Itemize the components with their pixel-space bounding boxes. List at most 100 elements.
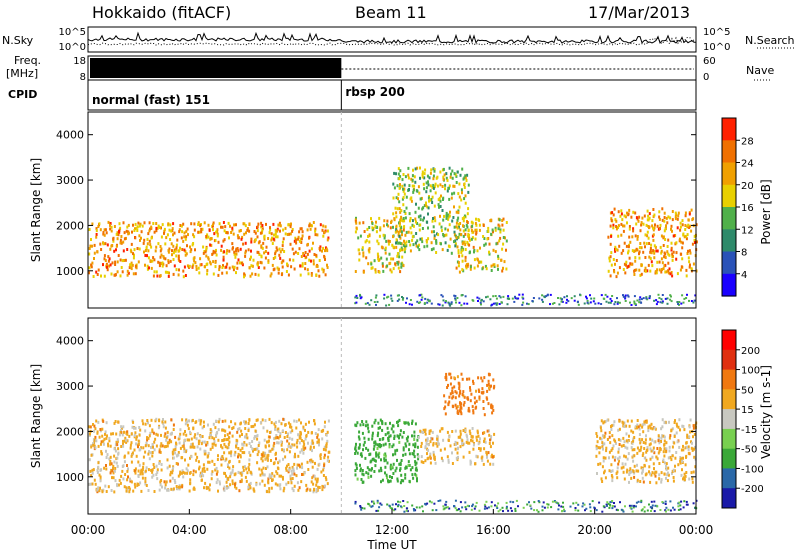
power-cell bbox=[382, 269, 385, 273]
power-cell bbox=[629, 262, 632, 266]
velocity-cell bbox=[447, 439, 450, 442]
power-cell bbox=[644, 266, 647, 270]
power-cell bbox=[543, 295, 546, 298]
velocity-cell bbox=[194, 433, 197, 437]
velocity-cell bbox=[97, 420, 100, 424]
velocity-cell bbox=[458, 382, 461, 386]
power-cell bbox=[505, 267, 508, 271]
velocity-cell bbox=[651, 504, 654, 507]
velocity-cell bbox=[242, 468, 245, 472]
velocity-cell bbox=[187, 427, 190, 431]
power-cell bbox=[456, 226, 459, 230]
velocity-cell bbox=[238, 489, 241, 493]
power-cell bbox=[465, 266, 468, 270]
power-cell bbox=[686, 225, 689, 229]
velocity-cell bbox=[457, 455, 459, 459]
power-cell bbox=[694, 294, 697, 297]
power-cell bbox=[639, 273, 642, 277]
power-cell bbox=[260, 225, 263, 229]
power-cell bbox=[88, 271, 90, 275]
power-cell bbox=[681, 246, 684, 250]
velocity-cell bbox=[448, 395, 451, 399]
velocity-cell bbox=[677, 505, 680, 508]
velocity-cell bbox=[287, 470, 290, 474]
velocity-cell bbox=[663, 461, 666, 465]
power-cell bbox=[653, 299, 656, 302]
power-cell bbox=[398, 234, 401, 238]
power-cell bbox=[278, 247, 281, 251]
power-cell bbox=[399, 242, 402, 245]
velocity-cell bbox=[412, 452, 415, 456]
velocity-cell bbox=[203, 469, 206, 473]
velocity-cell bbox=[486, 383, 489, 387]
power-cell bbox=[431, 195, 434, 199]
power-cell bbox=[194, 248, 196, 252]
velocity-cell bbox=[123, 455, 126, 459]
power-cell bbox=[172, 222, 175, 226]
velocity-cell bbox=[228, 425, 231, 429]
power-cell bbox=[451, 219, 454, 223]
velocity-cell bbox=[152, 473, 155, 477]
power-cell bbox=[653, 244, 656, 248]
velocity-cell bbox=[623, 477, 626, 481]
velocity-cell bbox=[636, 478, 639, 482]
velocity-cell bbox=[254, 429, 257, 433]
power-cell bbox=[215, 230, 218, 234]
velocity-cell bbox=[277, 436, 280, 440]
velocity-cell bbox=[444, 503, 447, 506]
velocity-cell bbox=[461, 439, 464, 443]
velocity-cell bbox=[454, 507, 457, 510]
velocity-cell bbox=[247, 485, 250, 489]
power-cell bbox=[355, 226, 358, 230]
power-cell bbox=[453, 205, 455, 209]
velocity-cell bbox=[146, 438, 149, 442]
velocity-cell bbox=[274, 452, 277, 456]
power-cell bbox=[172, 258, 175, 261]
power-cell bbox=[664, 297, 667, 300]
power-cell bbox=[417, 245, 419, 249]
power-cell bbox=[459, 228, 462, 232]
velocity-cell bbox=[264, 445, 267, 449]
power-cell bbox=[261, 229, 264, 233]
power-cell bbox=[538, 297, 541, 300]
velocity-cell bbox=[601, 465, 604, 469]
power-cell bbox=[658, 260, 661, 264]
power-cell bbox=[301, 264, 304, 268]
velocity-cell bbox=[210, 477, 213, 481]
velocity-cell bbox=[640, 501, 643, 504]
velocity-cell bbox=[620, 508, 623, 511]
velocity-cell bbox=[378, 443, 381, 446]
velocity-cell bbox=[490, 404, 493, 408]
velocity-cell bbox=[141, 467, 144, 471]
velocity-cell bbox=[431, 509, 434, 512]
velocity-cell bbox=[497, 502, 500, 505]
power-cell bbox=[456, 245, 459, 249]
velocity-cell bbox=[417, 435, 420, 439]
power-cell bbox=[465, 179, 468, 182]
power-cell bbox=[638, 250, 641, 254]
power-cell bbox=[398, 298, 401, 301]
power-cell bbox=[680, 265, 683, 269]
velocity-cell bbox=[258, 441, 261, 445]
power-cell bbox=[399, 169, 402, 173]
velocity-cell bbox=[100, 442, 102, 446]
velocity-cell bbox=[229, 451, 232, 455]
power-cell bbox=[260, 255, 263, 259]
power-cell bbox=[430, 302, 433, 305]
velocity-cell bbox=[172, 466, 174, 470]
power-cell bbox=[386, 264, 389, 268]
x-axis-label: Time UT bbox=[366, 538, 417, 552]
velocity-cell bbox=[328, 459, 330, 463]
power-cell bbox=[109, 227, 112, 231]
colorbar-swatch bbox=[722, 428, 736, 450]
velocity-cell bbox=[497, 510, 500, 513]
velocity-cell bbox=[479, 447, 482, 451]
velocity-cell bbox=[144, 476, 147, 480]
velocity-cell bbox=[264, 419, 267, 423]
velocity-cell bbox=[224, 419, 227, 423]
power-cell bbox=[693, 234, 696, 238]
power-cell bbox=[103, 274, 106, 278]
velocity-cell bbox=[406, 510, 409, 513]
power-cell bbox=[613, 303, 616, 306]
power-cell bbox=[294, 250, 297, 254]
